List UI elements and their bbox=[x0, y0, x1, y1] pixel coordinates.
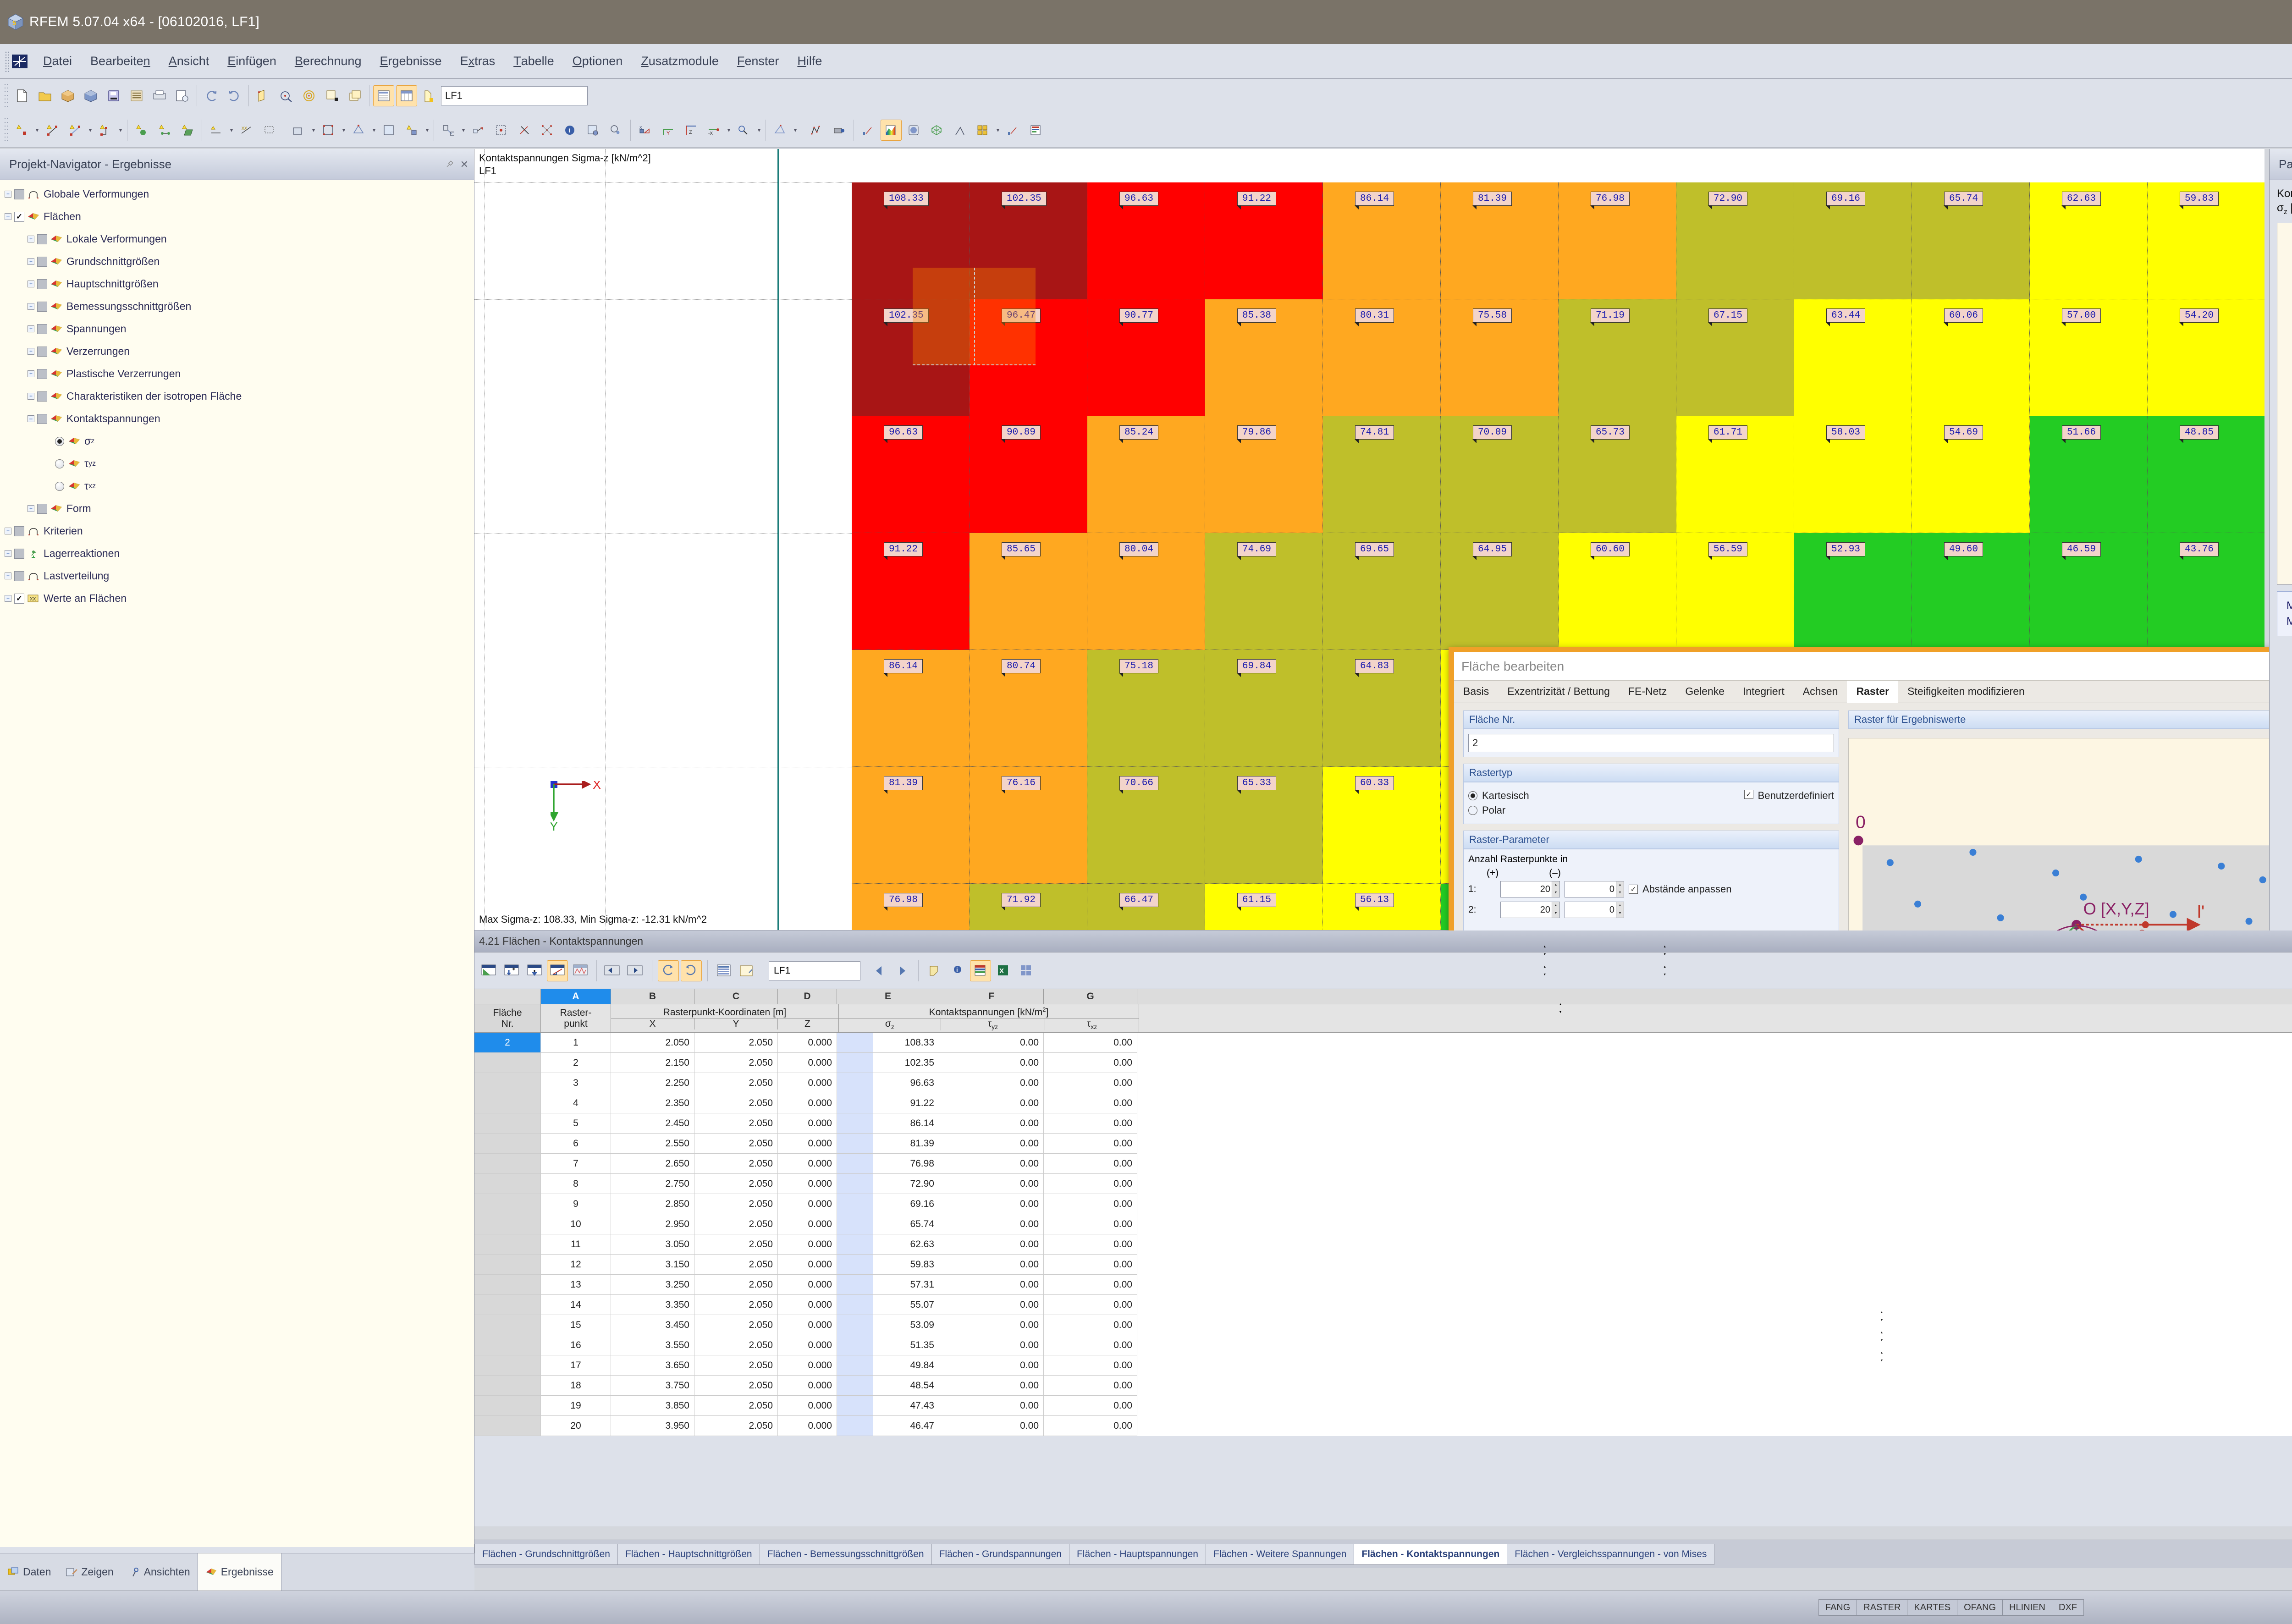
svg-text:X: X bbox=[593, 781, 601, 792]
svg-text:Y: Y bbox=[551, 820, 558, 833]
svg-text:O [X,Y,Z]: O [X,Y,Z] bbox=[2083, 899, 2149, 918]
svg-text:Y: Y bbox=[667, 131, 670, 136]
svg-text:Z: Z bbox=[689, 130, 692, 135]
svg-text:0: 0 bbox=[1856, 813, 1866, 832]
svg-text:l': l' bbox=[2197, 902, 2204, 922]
svg-text:5: 5 bbox=[12, 19, 16, 27]
svg-text:X: X bbox=[999, 967, 1004, 975]
svg-text:-X: -X bbox=[708, 131, 713, 136]
svg-text:i: i bbox=[568, 127, 570, 134]
svg-text:X: X bbox=[639, 126, 642, 130]
svg-text:XX: XX bbox=[30, 597, 36, 602]
svg-text:i: i bbox=[956, 966, 958, 973]
